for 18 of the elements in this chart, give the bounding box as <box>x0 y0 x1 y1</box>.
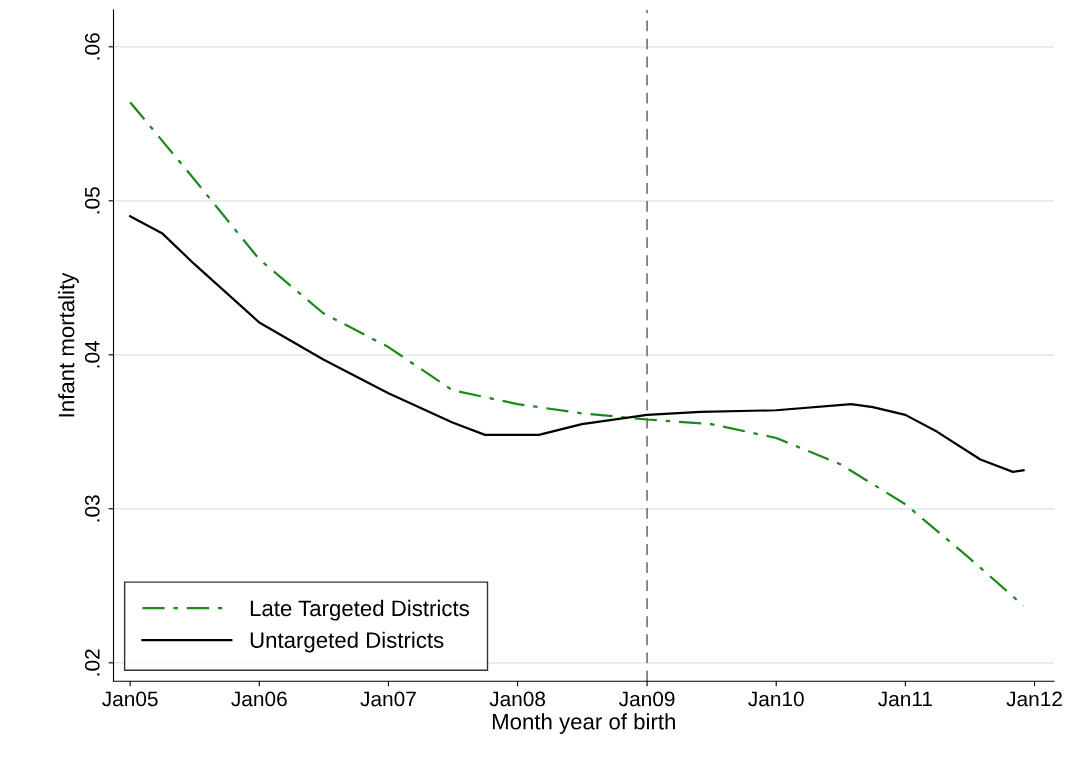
line-series <box>129 215 1025 473</box>
x-tick-label: Jan12 <box>1006 691 1062 707</box>
x-tick-label: Jan06 <box>231 691 287 707</box>
legend-label: Late Targeted Districts <box>250 599 469 621</box>
y-tick-label: .04 <box>84 340 100 368</box>
y-axis-title: Infant mortality <box>58 272 79 417</box>
x-tick-label: Jan11 <box>878 691 932 707</box>
x-tick-label: Jan08 <box>489 691 546 707</box>
x-tick-label: Jan09 <box>619 691 675 707</box>
x-tick-label: Jan05 <box>102 691 158 707</box>
y-tick-label: .02 <box>84 649 100 676</box>
legend-label: Untargeted Districts <box>250 631 444 653</box>
y-tick-label: .03 <box>84 495 100 522</box>
x-axis-title: Month year of birth <box>492 713 675 734</box>
x-tick-label: Jan07 <box>360 691 416 707</box>
y-tick-label: .05 <box>84 187 100 214</box>
x-tick-label: Jan10 <box>748 691 804 707</box>
y-tick-label: .06 <box>84 33 100 60</box>
